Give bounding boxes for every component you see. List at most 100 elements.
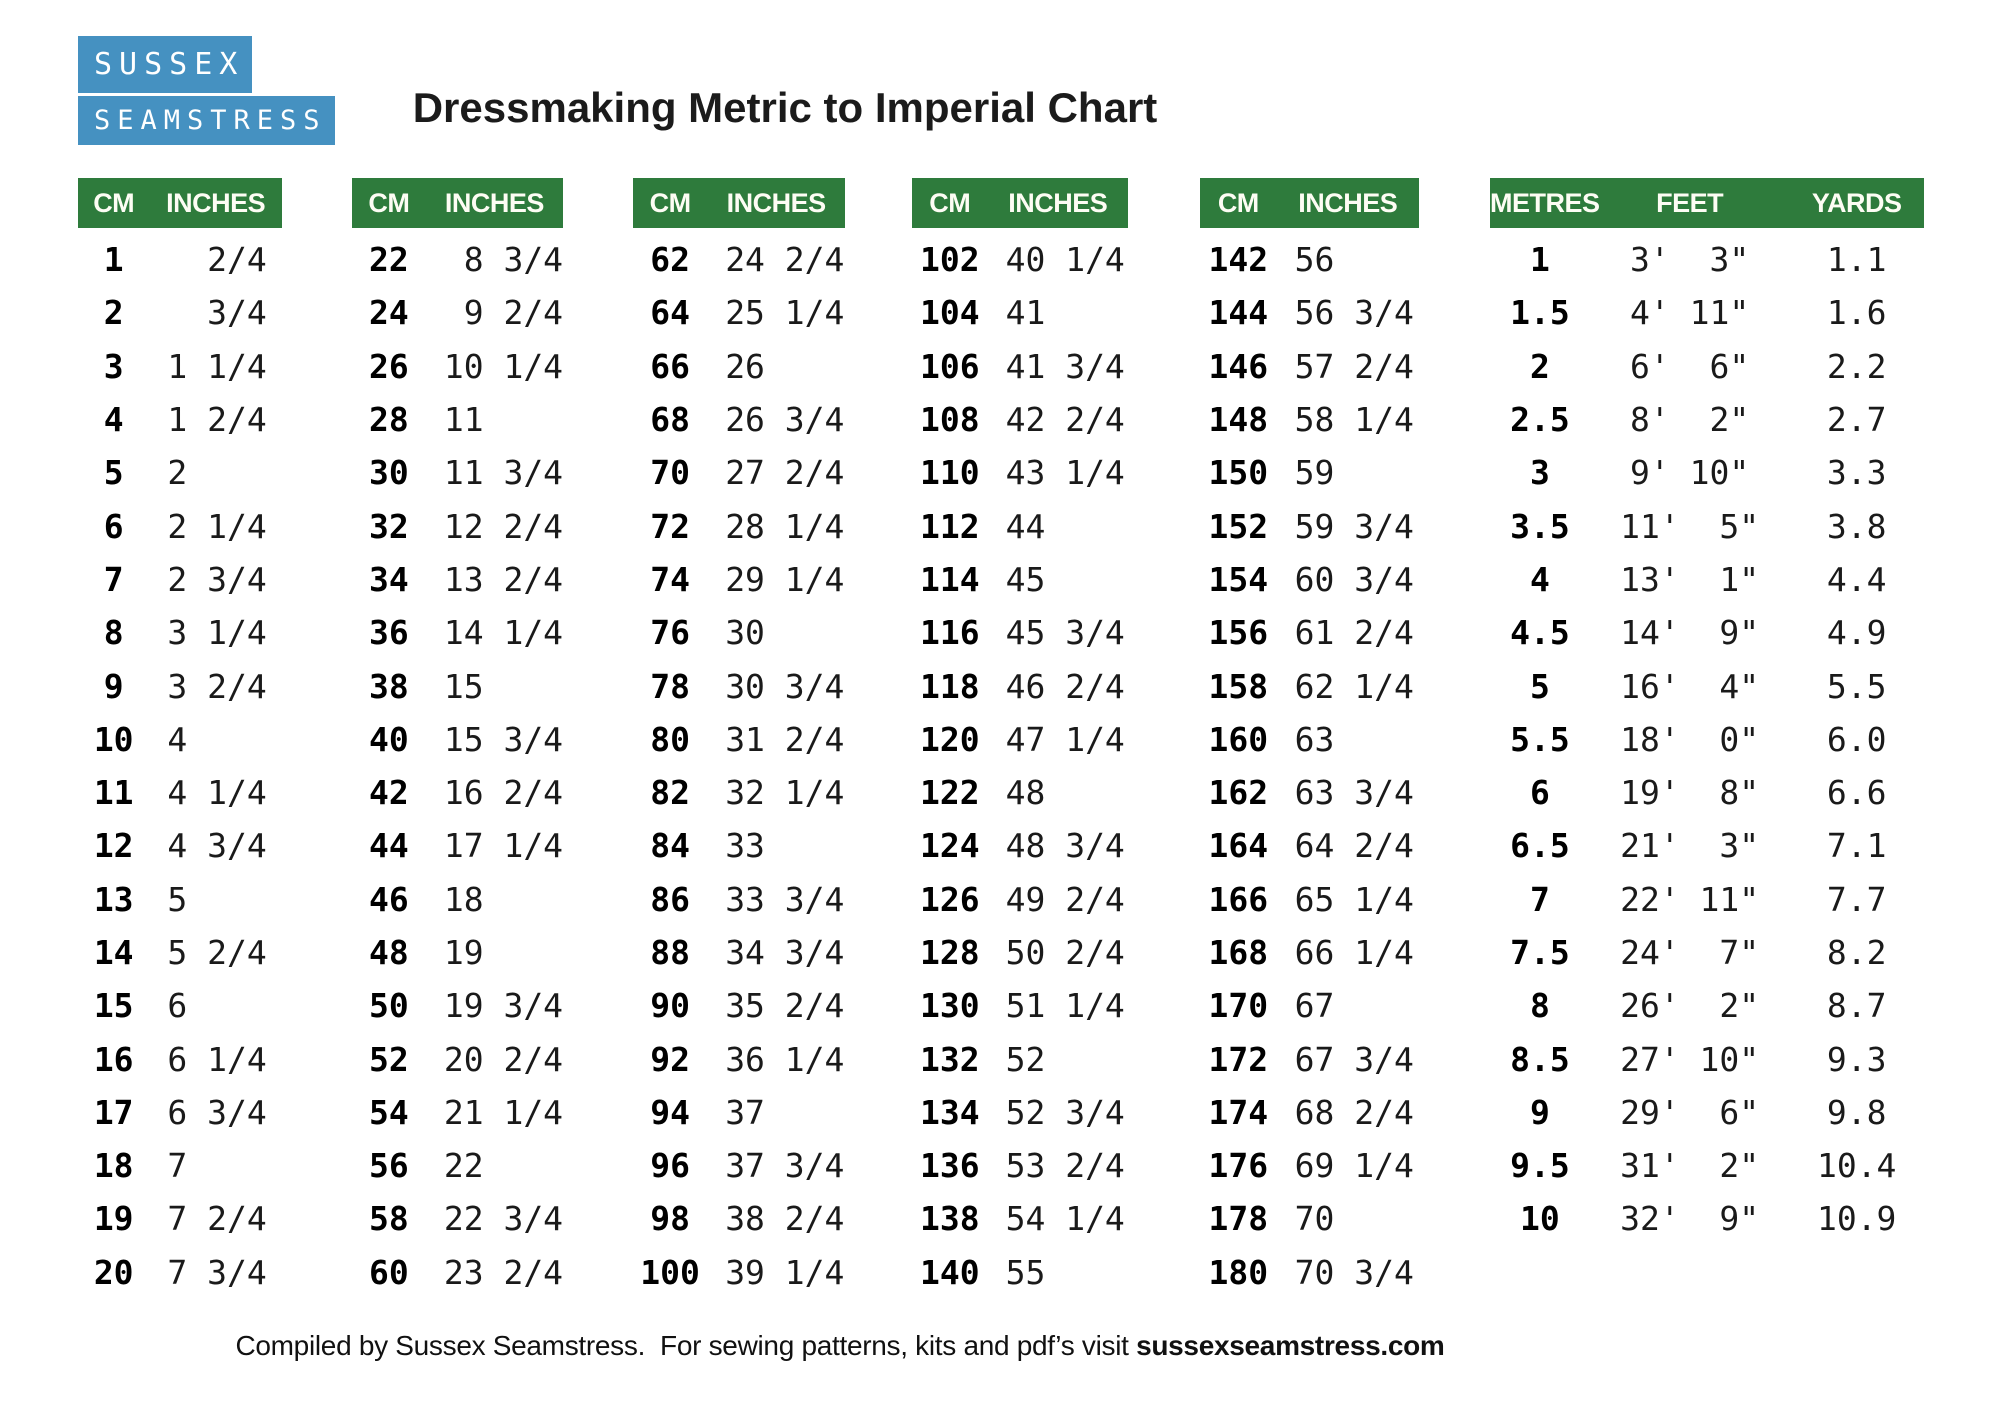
inches-value: 63 [1294, 719, 1335, 759]
inches-value: 51 1/4 [1005, 986, 1125, 1026]
table-row: 94 37 [633, 1086, 845, 1139]
cm-value: 152 [1208, 506, 1269, 546]
inches-value: 55 [1005, 1252, 1046, 1292]
column-header-cm: CM [1217, 187, 1259, 218]
inches-value: 40 1/4 [1005, 240, 1125, 280]
metres-value: 9.5 [1510, 1146, 1570, 1186]
table-row: 74 29 1/4 [633, 553, 845, 606]
column-header-yards: YARDS [1811, 187, 1902, 218]
table-row: 50 19 3/4 [352, 979, 563, 1032]
inches-value: 31 2/4 [725, 719, 845, 759]
cm-value: 166 [1208, 879, 1269, 919]
inches-value: 21 1/4 [443, 1092, 564, 1132]
inches-value: 36 1/4 [725, 1039, 845, 1079]
inches-value: 33 [725, 826, 765, 866]
metres-value: 1.5 [1510, 293, 1570, 333]
cm-inches-table-3: CM INCHES 62 24 2/4 64 25 1/4 66 26 68 2… [633, 178, 845, 1299]
cm-value: 68 [650, 400, 690, 440]
cm-value: 36 [369, 613, 409, 653]
cm-value: 16 [93, 1039, 134, 1079]
inches-value: 68 2/4 [1294, 1092, 1414, 1132]
table-header: CM INCHES [1200, 178, 1419, 228]
column-header-inches: INCHES [726, 187, 827, 218]
inches-value: 23 2/4 [443, 1252, 564, 1292]
cm-value: 32 [369, 506, 409, 546]
table-row: 15 6 [78, 979, 282, 1032]
yards-value: 9.3 [1826, 1039, 1887, 1079]
table-row: 116 45 3/4 [912, 606, 1128, 659]
table-row: 92 36 1/4 [633, 1032, 845, 1085]
yards-value: 4.9 [1826, 613, 1887, 653]
cm-value: 106 [919, 346, 980, 386]
cm-value: 7 [103, 559, 124, 599]
table-row: 2 6' 6" 2.2 [1490, 340, 1924, 393]
cm-value: 160 [1208, 719, 1269, 759]
table-row: 170 67 [1200, 979, 1419, 1032]
table-header: CM INCHES [78, 178, 282, 228]
inches-value: 41 [1005, 293, 1046, 333]
column-header-inches: INCHES [1298, 187, 1398, 218]
cm-value: 174 [1208, 1092, 1269, 1132]
table-row: 164 64 2/4 [1200, 819, 1419, 872]
inches-value: 6 1/4 [167, 1039, 267, 1079]
table-row: 178 70 [1200, 1192, 1419, 1245]
table-row: 13 5 [78, 873, 282, 926]
table-row: 152 59 3/4 [1200, 499, 1419, 552]
footer-credit: Compiled by Sussex Seamstress. For sewin… [235, 1330, 1444, 1362]
table-row: 90 35 2/4 [633, 979, 845, 1032]
table-row: 3.5 11' 5" 3.8 [1490, 499, 1924, 552]
table-row: 138 54 1/4 [912, 1192, 1128, 1245]
inches-value: 9 2/4 [443, 293, 564, 333]
cm-value: 122 [919, 773, 980, 813]
table-row: 68 26 3/4 [633, 393, 845, 446]
inches-value: 60 3/4 [1294, 559, 1414, 599]
inches-value: 18 [443, 879, 484, 919]
inches-value: 2 [167, 453, 188, 493]
cm-value: 58 [369, 1199, 409, 1239]
cm-value: 66 [650, 346, 690, 386]
inches-value: 25 1/4 [725, 293, 845, 333]
feet-value: 29' 6" [1620, 1092, 1760, 1132]
column-header-inches: INCHES [1008, 187, 1108, 218]
cm-value: 88 [650, 933, 690, 972]
cm-value: 118 [919, 666, 980, 706]
metres-value: 7.5 [1510, 933, 1570, 972]
feet-value: 4' 11" [1630, 293, 1750, 333]
metres-value: 4 [1529, 559, 1550, 599]
inches-value: 30 [725, 613, 765, 653]
inches-value: 34 3/4 [725, 933, 845, 972]
inches-value: 58 1/4 [1294, 400, 1414, 440]
cm-value: 156 [1208, 613, 1269, 653]
logo-line-1: SUSSEX [78, 36, 253, 93]
footer-website: sussexseamstress.com [1136, 1330, 1445, 1361]
inches-value: 62 1/4 [1294, 666, 1414, 706]
table-row: 108 42 2/4 [912, 393, 1128, 446]
inches-value: 67 [1294, 986, 1335, 1026]
cm-value: 90 [650, 986, 690, 1026]
inches-value: 39 1/4 [725, 1252, 845, 1292]
inches-value: 56 [1294, 240, 1335, 280]
table-row: 136 53 2/4 [912, 1139, 1128, 1192]
yards-value: 1.1 [1826, 240, 1887, 280]
table-row: 2.5 8' 2" 2.7 [1490, 393, 1924, 446]
page-title: Dressmaking Metric to Imperial Chart [412, 84, 1158, 132]
cm-value: 17 [93, 1092, 134, 1132]
table-row: 5 16' 4" 5.5 [1490, 659, 1924, 712]
cm-value: 132 [919, 1039, 980, 1079]
cm-value: 54 [369, 1092, 409, 1132]
table-row: 5.5 18' 0" 6.0 [1490, 713, 1924, 766]
table-row: 1 3' 3" 1.1 [1490, 233, 1924, 286]
table-row: 158 62 1/4 [1200, 659, 1419, 712]
feet-value: 31' 2" [1620, 1146, 1760, 1186]
inches-value: 16 2/4 [443, 773, 564, 813]
table-row: 7 2 3/4 [78, 553, 282, 606]
inches-value: 57 2/4 [1294, 346, 1414, 386]
table-row: 1 2/4 [78, 233, 282, 286]
table-row: 120 47 1/4 [912, 713, 1128, 766]
inches-value: 11 [443, 400, 484, 440]
inches-value: 52 [1005, 1039, 1046, 1079]
table-row: 100 39 1/4 [633, 1246, 845, 1299]
table-row: 8.5 27' 10" 9.3 [1490, 1032, 1924, 1085]
feet-value: 24' 7" [1620, 933, 1760, 972]
